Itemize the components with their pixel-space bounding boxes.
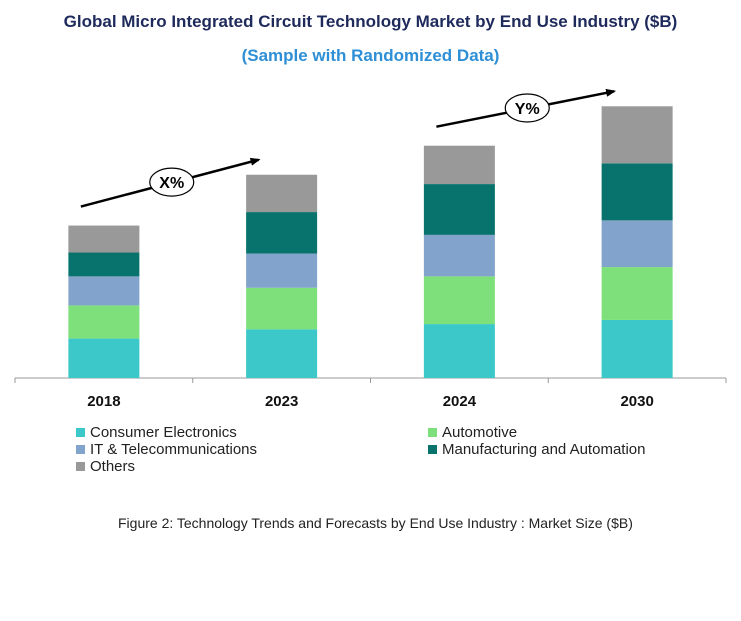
bar-segment-it-telecommunications-2030: [601, 220, 673, 268]
bar-segment-it-telecommunications-2024: [423, 234, 495, 277]
chart-subtitle: (Sample with Randomized Data): [241, 46, 500, 65]
chart-title: Global Micro Integrated Circuit Technolo…: [63, 12, 678, 31]
legend-label: IT & Telecommunications: [90, 441, 258, 458]
growth-label: Y%: [515, 101, 540, 118]
legend-label: Manufacturing and Automation: [442, 441, 646, 458]
growth-label-bubble: [504, 93, 550, 123]
bar-segment-others-2030: [601, 106, 673, 164]
bar-segment-manufacturing-and-automation-2030: [601, 163, 673, 221]
growth-label-bubble: [149, 167, 195, 197]
legend-label: Consumer Electronics: [90, 424, 237, 441]
bar-segment-it-telecommunications-2018: [68, 276, 140, 306]
bar-segment-consumer-electronics-2030: [601, 319, 673, 378]
stacked-bar-chart: 2018 2023 2024 2030 X% Y%: [14, 88, 727, 410]
bar-segment-automotive-2030: [601, 267, 673, 320]
legend-item: Consumer Electronics: [76, 424, 237, 441]
bar-segment-consumer-electronics-2024: [423, 324, 495, 378]
legend-item: Others: [76, 458, 135, 475]
bar-segment-manufacturing-and-automation-2018: [68, 252, 140, 277]
figure-caption: Figure 2: Technology Trends and Forecast…: [118, 515, 633, 531]
x-tick-label: 2023: [265, 393, 298, 410]
bar-segment-others-2024: [423, 145, 495, 185]
bar-segment-manufacturing-and-automation-2023: [246, 212, 318, 254]
bar-segment-manufacturing-and-automation-2024: [423, 184, 495, 235]
bar-segment-consumer-electronics-2023: [246, 329, 318, 378]
bar-segment-automotive-2024: [423, 276, 495, 325]
legend-swatch: [428, 428, 437, 437]
bar-segment-others-2018: [68, 225, 140, 253]
growth-label: X%: [159, 175, 184, 192]
legend-swatch: [76, 428, 85, 437]
legend-item: Automotive: [428, 424, 517, 441]
legend-label: Automotive: [442, 424, 518, 441]
legend-item: IT & Telecommunications: [76, 441, 257, 458]
legend-swatch: [76, 462, 85, 471]
legend-swatch: [76, 445, 85, 454]
legend-swatch: [428, 445, 437, 454]
bar-segment-consumer-electronics-2018: [68, 338, 140, 378]
legend-item: Manufacturing and Automation: [428, 441, 645, 458]
x-tick-label: 2018: [87, 393, 120, 410]
bar-segment-others-2023: [246, 174, 318, 213]
bar-segment-it-telecommunications-2023: [246, 253, 318, 288]
x-tick-label: 2030: [620, 393, 653, 410]
x-tick-label: 2024: [443, 393, 477, 410]
bar-segment-automotive-2018: [68, 305, 140, 339]
bar-segment-automotive-2023: [246, 287, 318, 330]
legend-label: Others: [90, 458, 136, 475]
